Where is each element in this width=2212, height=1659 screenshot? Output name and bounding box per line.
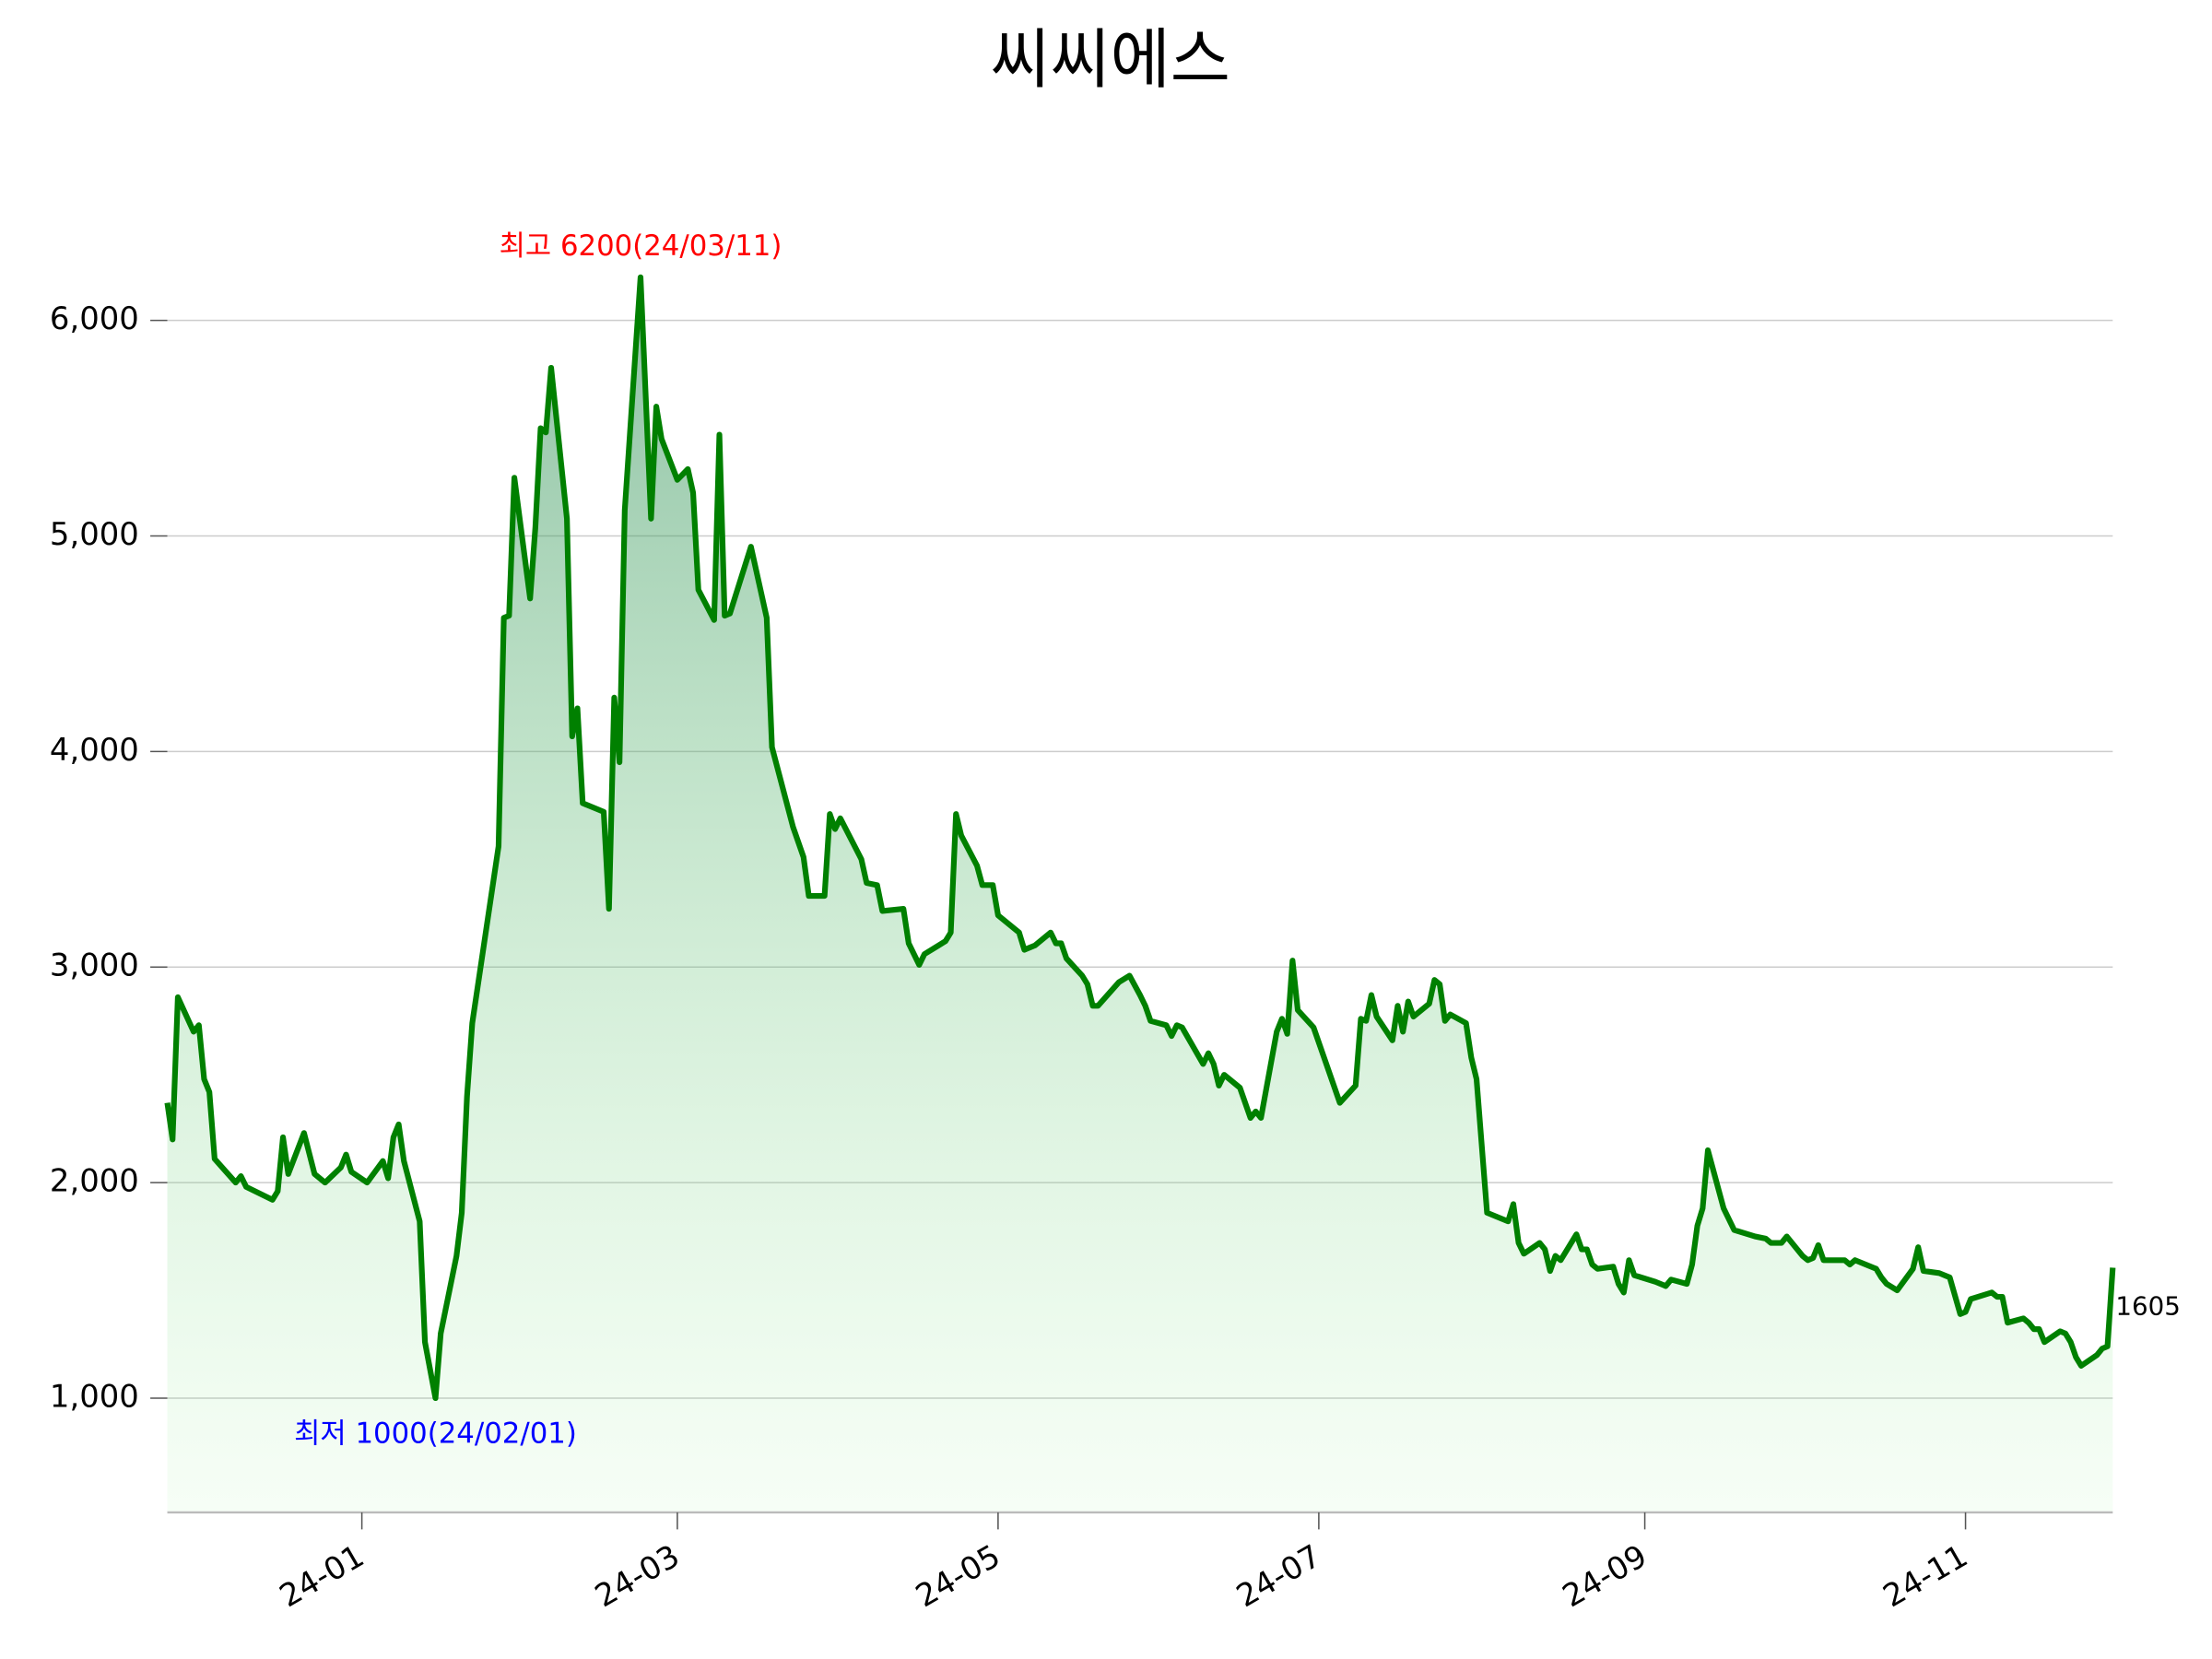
x-tick-label: 24-01 xyxy=(274,1537,371,1614)
area xyxy=(167,276,2113,1512)
y-tick-label: 1,000 xyxy=(50,1378,139,1414)
y-tick-label: 5,000 xyxy=(50,516,139,552)
y-tick-label: 6,000 xyxy=(50,300,139,336)
y-tick-label: 2,000 xyxy=(50,1163,139,1199)
x-tick-label: 24-03 xyxy=(589,1537,686,1614)
x-tick-label: 24-05 xyxy=(910,1537,1006,1614)
y-tick-label: 3,000 xyxy=(50,947,139,983)
annotation: 최고 6200(24/03/11) xyxy=(500,229,782,263)
line xyxy=(164,274,2116,1402)
y-tick-label: 4,000 xyxy=(50,732,139,768)
annotation: 최저 1000(24/02/01) xyxy=(294,1417,577,1450)
x-tick-label: 24-11 xyxy=(1877,1537,1974,1614)
x-tick-label: 24-07 xyxy=(1230,1537,1327,1614)
last-value-label: 1605 xyxy=(2115,1291,2180,1322)
chart-title: 씨씨에스 xyxy=(990,21,1230,98)
x-tick-label: 24-09 xyxy=(1557,1537,1653,1614)
